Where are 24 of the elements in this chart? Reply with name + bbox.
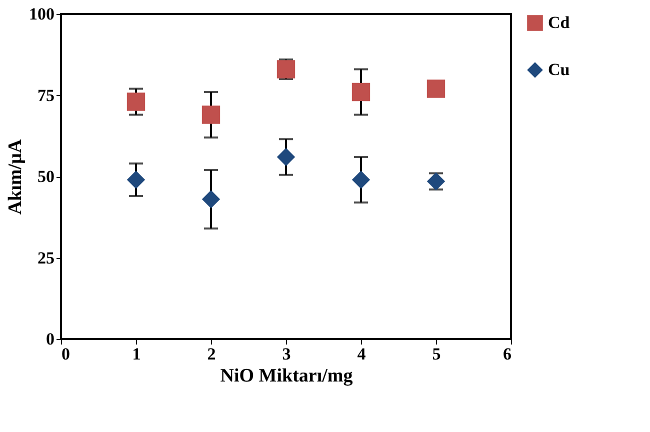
x-tick-label: 6 bbox=[503, 344, 512, 364]
point bbox=[126, 170, 146, 189]
point bbox=[126, 92, 146, 111]
x-tick-label: 2 bbox=[207, 344, 216, 364]
x-tick-label: 3 bbox=[282, 344, 291, 364]
y-tick-label: 25 bbox=[38, 248, 54, 268]
point bbox=[426, 80, 446, 98]
y-tick-label: 75 bbox=[38, 86, 54, 105]
point bbox=[202, 106, 220, 124]
x-axis-title: NiO Miktarı/mg bbox=[220, 366, 354, 386]
point bbox=[276, 148, 296, 166]
point bbox=[352, 82, 370, 102]
y-axis-title: Akım/µA bbox=[5, 139, 26, 215]
x-tick-label: 5 bbox=[432, 344, 441, 364]
x-tick-label: 1 bbox=[132, 344, 141, 364]
y-tick-label: 50 bbox=[38, 167, 54, 186]
legend-label: Cu bbox=[548, 60, 570, 79]
x-tick-label: 4 bbox=[357, 344, 366, 364]
x-tick-label: 0 bbox=[62, 344, 70, 364]
y-tick-label: 100 bbox=[29, 4, 54, 24]
point bbox=[202, 190, 220, 208]
legend-label: Cd bbox=[548, 13, 570, 32]
point bbox=[352, 170, 370, 189]
y-tick-label: 0 bbox=[46, 330, 54, 348]
